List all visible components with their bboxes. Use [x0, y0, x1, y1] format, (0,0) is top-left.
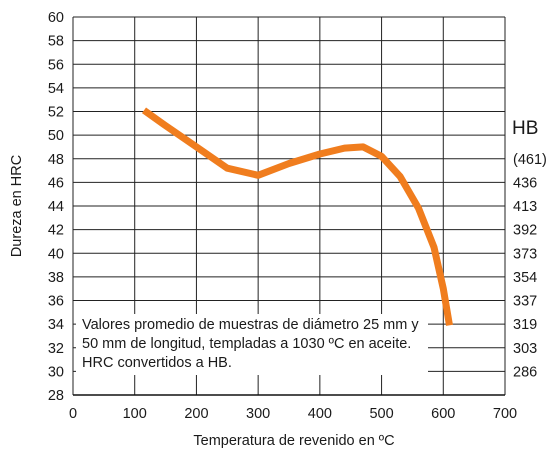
y-tick-label: 44 [48, 199, 64, 215]
y-tick-label: 50 [48, 128, 64, 144]
hb-tick-label: 436 [513, 175, 537, 191]
x-tick-label: 400 [308, 406, 332, 422]
x-tick-label: 200 [184, 406, 208, 422]
series-line [141, 107, 453, 326]
x-tick-label: 100 [123, 406, 147, 422]
hb-tick-label: 303 [513, 341, 537, 357]
y-tick-label: 58 [48, 34, 64, 50]
hb-tick-label: (461) [513, 152, 547, 168]
y-tick-label: 32 [48, 341, 64, 357]
x-tick-label: 0 [69, 406, 77, 422]
hb-tick-label: 286 [513, 364, 537, 380]
x-tick-labels: 0 100 200 300 400 500 600 700 [69, 406, 517, 422]
hb-tick-labels: (461) 436 413 392 373 354 337 319 303 286 [513, 152, 547, 381]
y-tick-label: 42 [48, 223, 64, 239]
x-tick-label: 300 [246, 406, 270, 422]
y-tick-label: 28 [48, 388, 64, 404]
y-tick-label: 34 [48, 317, 64, 333]
hb-tick-label: 373 [513, 246, 537, 262]
hb-tick-label: 413 [513, 199, 537, 215]
y-tick-label: 48 [48, 152, 64, 168]
y-tick-label: 38 [48, 270, 64, 286]
y-tick-label: 40 [48, 246, 64, 262]
y-tick-label: 54 [48, 81, 64, 97]
hb-tick-label: 392 [513, 223, 537, 239]
y-tick-label: 36 [48, 294, 64, 310]
hb-tick-label: 337 [513, 294, 537, 310]
hb-tick-label: 319 [513, 317, 537, 333]
x-axis-title: Temperatura de revenido en ºC [193, 433, 394, 449]
y-tick-label: 52 [48, 105, 64, 121]
chart-annotation: Valores promedio de muestras de diámetro… [76, 314, 428, 375]
x-tick-label: 700 [493, 406, 517, 422]
y-tick-labels: 28 30 32 34 36 38 40 42 44 46 48 50 52 54 56 58 60 [48, 10, 64, 404]
hb-tick-label: 354 [513, 270, 537, 286]
y-tick-label: 30 [48, 364, 64, 380]
y-tick-label: 56 [48, 57, 64, 73]
hb-axis-title: HB [512, 118, 538, 139]
y-axis-title: Dureza en HRC [9, 155, 25, 257]
data-series [141, 107, 453, 326]
x-tick-label: 500 [369, 406, 393, 422]
x-tick-label: 600 [431, 406, 455, 422]
y-tick-label: 60 [48, 10, 64, 26]
y-tick-label: 46 [48, 175, 64, 191]
